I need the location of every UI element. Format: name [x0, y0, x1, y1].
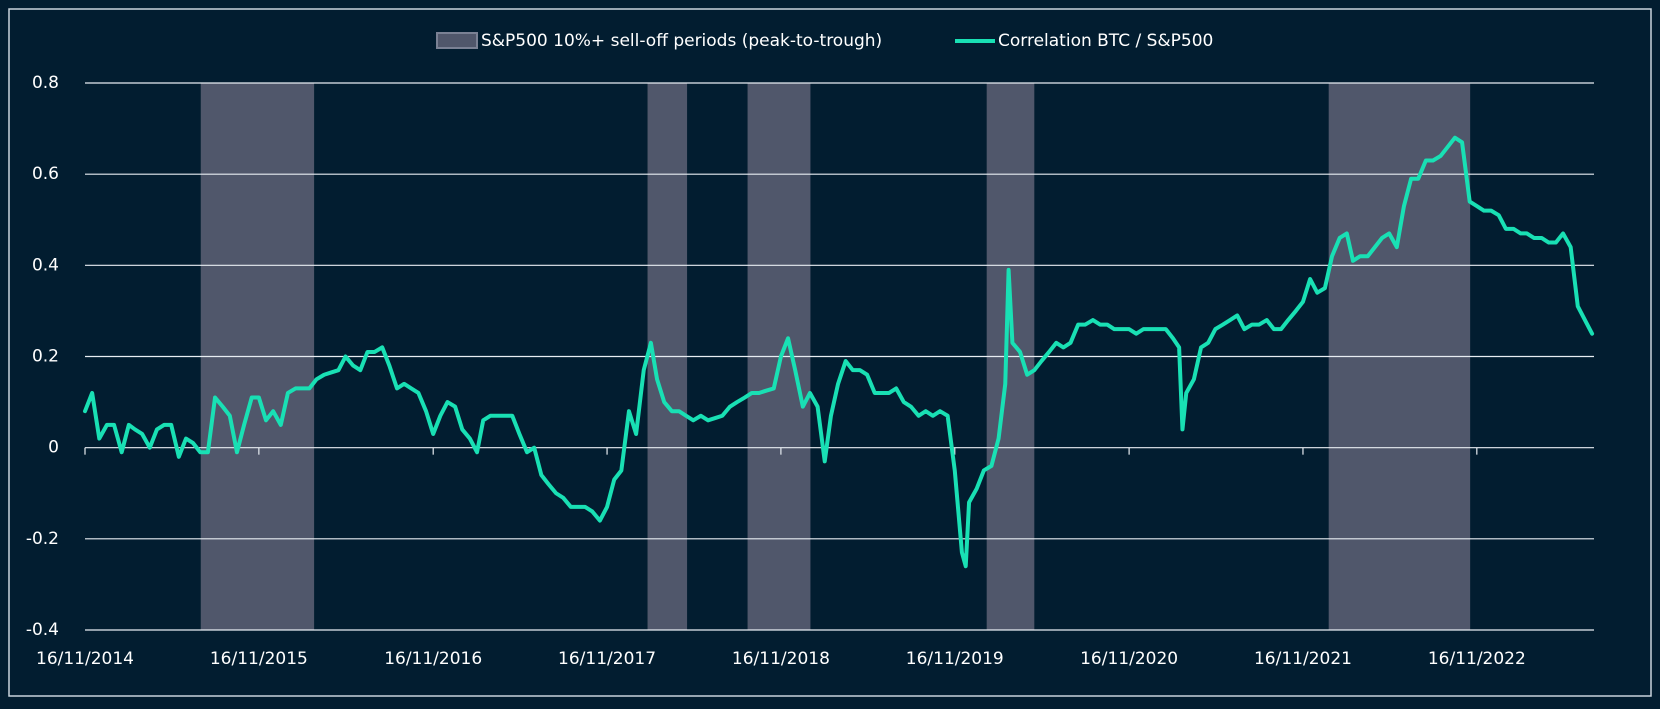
frame: [8, 8, 1652, 697]
correlation-line: [83, 135, 1595, 569]
legend-label: S&P500 10%+ sell-off periods (peak-to-tr…: [481, 31, 882, 51]
y-tick-label: 0.2: [32, 347, 59, 367]
x-tick-label: 16/11/2020: [1080, 649, 1178, 669]
x-tick-label: 16/11/2018: [732, 649, 830, 669]
x-tick-label: 16/11/2022: [1428, 649, 1526, 669]
x-tick-label: 16/11/2017: [558, 649, 656, 669]
legend-swatch-shaded: [436, 32, 478, 49]
y-tick-label: 0.4: [32, 255, 59, 275]
y-tick-label: 0.6: [32, 164, 59, 184]
y-tick-label: -0.2: [26, 529, 59, 549]
x-tick-label: 16/11/2021: [1254, 649, 1352, 669]
x-tick-label: 16/11/2014: [36, 649, 134, 669]
x-tick-label: 16/11/2015: [210, 649, 308, 669]
legend-label: Correlation BTC / S&P500: [998, 31, 1213, 51]
y-tick-label: -0.4: [26, 620, 59, 640]
legend: S&P500 10%+ sell-off periods (peak-to-tr…: [436, 31, 1213, 51]
x-tick-label: 16/11/2016: [384, 649, 482, 669]
y-tick-label: 0.8: [32, 73, 59, 93]
y-tick-label: 0: [48, 438, 59, 458]
x-tick-label: 16/11/2019: [906, 649, 1004, 669]
